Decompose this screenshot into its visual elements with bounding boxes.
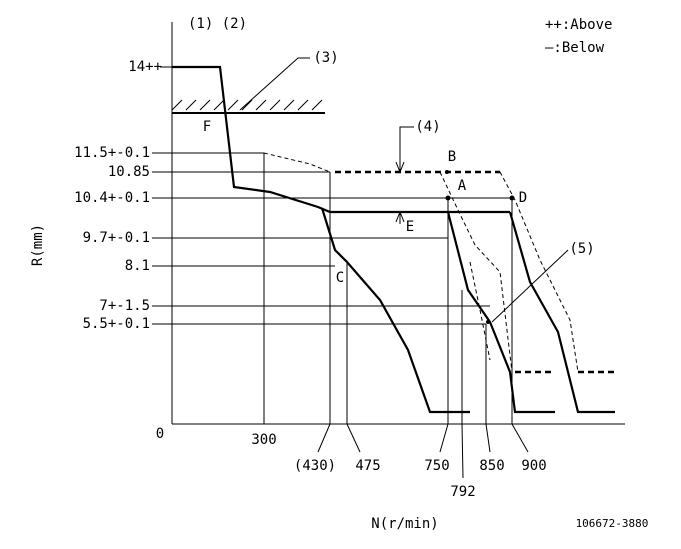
- legend-above: ++:Above: [545, 17, 612, 33]
- y-axis-title: R(mm): [30, 224, 46, 266]
- x-label: 300: [251, 432, 276, 448]
- y-label: 5.5+-0.1: [83, 316, 150, 332]
- callout-label: (3): [313, 50, 338, 66]
- code: 106672-3880: [576, 517, 649, 530]
- point-label: B: [448, 149, 456, 165]
- point-label: A: [458, 178, 467, 194]
- x-label: (430): [294, 458, 336, 474]
- y-label: 14++: [128, 59, 162, 75]
- y-label: 8.1: [125, 258, 150, 274]
- curves: [172, 65, 618, 414]
- y-label: 11.5+-0.1: [74, 145, 150, 161]
- x-label: 850: [479, 458, 504, 474]
- y-label: 7+-1.5: [99, 298, 150, 314]
- y-label: 10.4+-0.1: [74, 190, 150, 206]
- y-label: 9.7+-0.1: [83, 230, 150, 246]
- y-label: 10.85: [108, 164, 150, 180]
- point-label: D: [519, 190, 527, 206]
- callout-label: (5): [569, 241, 594, 257]
- callout-leaders: [239, 57, 569, 324]
- header-label: (1) (2): [188, 16, 247, 32]
- axes: [171, 22, 625, 425]
- x-label: 792: [450, 484, 475, 500]
- callout-label: (4): [415, 119, 440, 135]
- x-label: 900: [521, 458, 546, 474]
- stopper: [171, 99, 325, 114]
- point-label: F: [203, 119, 211, 135]
- reference-lines: [152, 66, 529, 479]
- x-axis-title: N(r/min): [371, 516, 438, 532]
- legend-below: —:Below: [545, 40, 605, 56]
- x-label: 475: [355, 458, 380, 474]
- x-label: 750: [424, 458, 449, 474]
- point-label: E: [406, 219, 414, 235]
- x-label: 0: [156, 426, 164, 442]
- point-label: C: [336, 270, 344, 286]
